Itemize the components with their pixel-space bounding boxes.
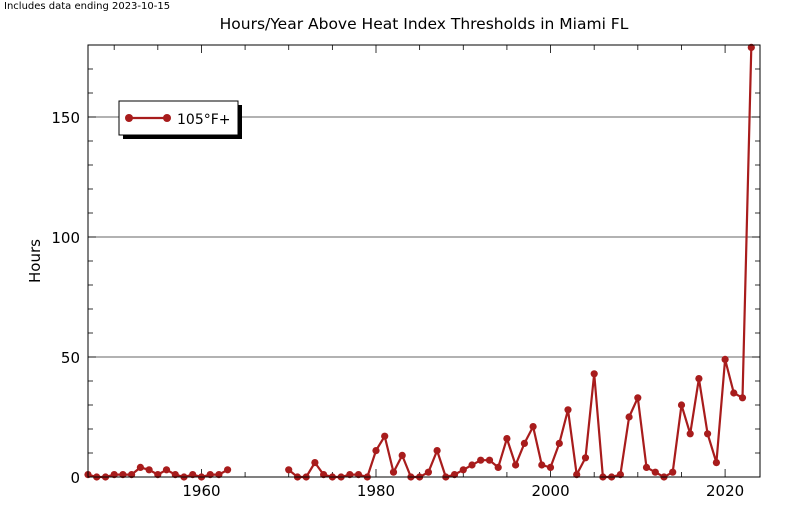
data-point xyxy=(520,439,529,447)
data-point xyxy=(677,401,686,409)
data-point xyxy=(721,355,729,363)
series-layer xyxy=(84,43,755,481)
data-point xyxy=(468,461,476,469)
data-point xyxy=(381,432,389,440)
data-point xyxy=(564,406,572,414)
data-point xyxy=(634,394,642,402)
data-point xyxy=(747,43,755,52)
x-tick-label: 1960 xyxy=(182,482,220,500)
data-point xyxy=(616,471,625,479)
data-point xyxy=(346,471,354,479)
data-point xyxy=(642,463,651,471)
y-tick-label: 0 xyxy=(70,469,80,487)
data-point xyxy=(738,394,747,402)
axis-ticks: 0 50 100 150 1960 1980 2000 2020 xyxy=(51,44,760,500)
data-point xyxy=(110,471,118,479)
data-point xyxy=(189,471,197,479)
data-point xyxy=(555,439,563,447)
data-point xyxy=(285,466,293,474)
data-point xyxy=(311,459,319,467)
y-tick-label: 100 xyxy=(51,229,80,247)
data-point xyxy=(136,463,144,471)
data-point xyxy=(494,463,502,471)
data-point xyxy=(590,370,598,378)
data-point xyxy=(477,456,485,464)
data-point xyxy=(651,468,659,476)
grid-lines xyxy=(88,116,760,358)
data-point xyxy=(511,461,520,469)
data-point xyxy=(389,468,398,476)
data-point xyxy=(372,447,380,455)
data-point xyxy=(171,471,179,479)
data-point xyxy=(695,375,703,383)
data-point xyxy=(224,466,232,474)
legend-marker-right xyxy=(163,114,171,122)
data-point xyxy=(529,423,537,431)
legend-marker-left xyxy=(125,114,133,122)
data-point xyxy=(450,471,459,479)
data-point xyxy=(573,471,581,479)
data-point xyxy=(459,466,467,474)
data-point xyxy=(215,471,223,479)
data-point xyxy=(704,430,712,438)
data-point xyxy=(625,413,633,421)
data-point xyxy=(128,471,136,479)
data-point xyxy=(320,471,328,479)
data-point xyxy=(424,468,432,476)
data-point xyxy=(145,466,153,474)
data-point xyxy=(581,454,590,462)
legend: 105°F+ xyxy=(118,100,242,139)
data-point xyxy=(503,435,511,443)
x-tick-label: 2000 xyxy=(531,482,569,500)
data-point xyxy=(162,466,171,474)
data-point xyxy=(433,447,441,455)
data-point xyxy=(119,471,127,479)
x-tick-label: 2020 xyxy=(706,482,744,500)
y-tick-label: 150 xyxy=(51,109,80,127)
data-point xyxy=(485,456,494,464)
series-line xyxy=(288,47,753,479)
data-point xyxy=(730,389,738,397)
data-point xyxy=(669,468,677,476)
data-point xyxy=(398,451,406,459)
data-point xyxy=(686,430,694,438)
y-axis-label: Hours xyxy=(26,239,44,283)
chart-title: Hours/Year Above Heat Index Thresholds i… xyxy=(220,15,629,33)
plot-frame xyxy=(87,44,761,478)
data-point xyxy=(538,461,546,469)
data-point xyxy=(712,459,721,467)
data-point xyxy=(206,471,214,479)
x-tick-label: 1980 xyxy=(357,482,395,500)
data-point xyxy=(154,471,162,479)
data-note: Includes data ending 2023-10-15 xyxy=(4,1,171,12)
legend-label: 105°F+ xyxy=(177,112,231,128)
data-point xyxy=(354,471,363,479)
data-point xyxy=(546,463,555,471)
y-tick-label: 50 xyxy=(61,349,80,367)
